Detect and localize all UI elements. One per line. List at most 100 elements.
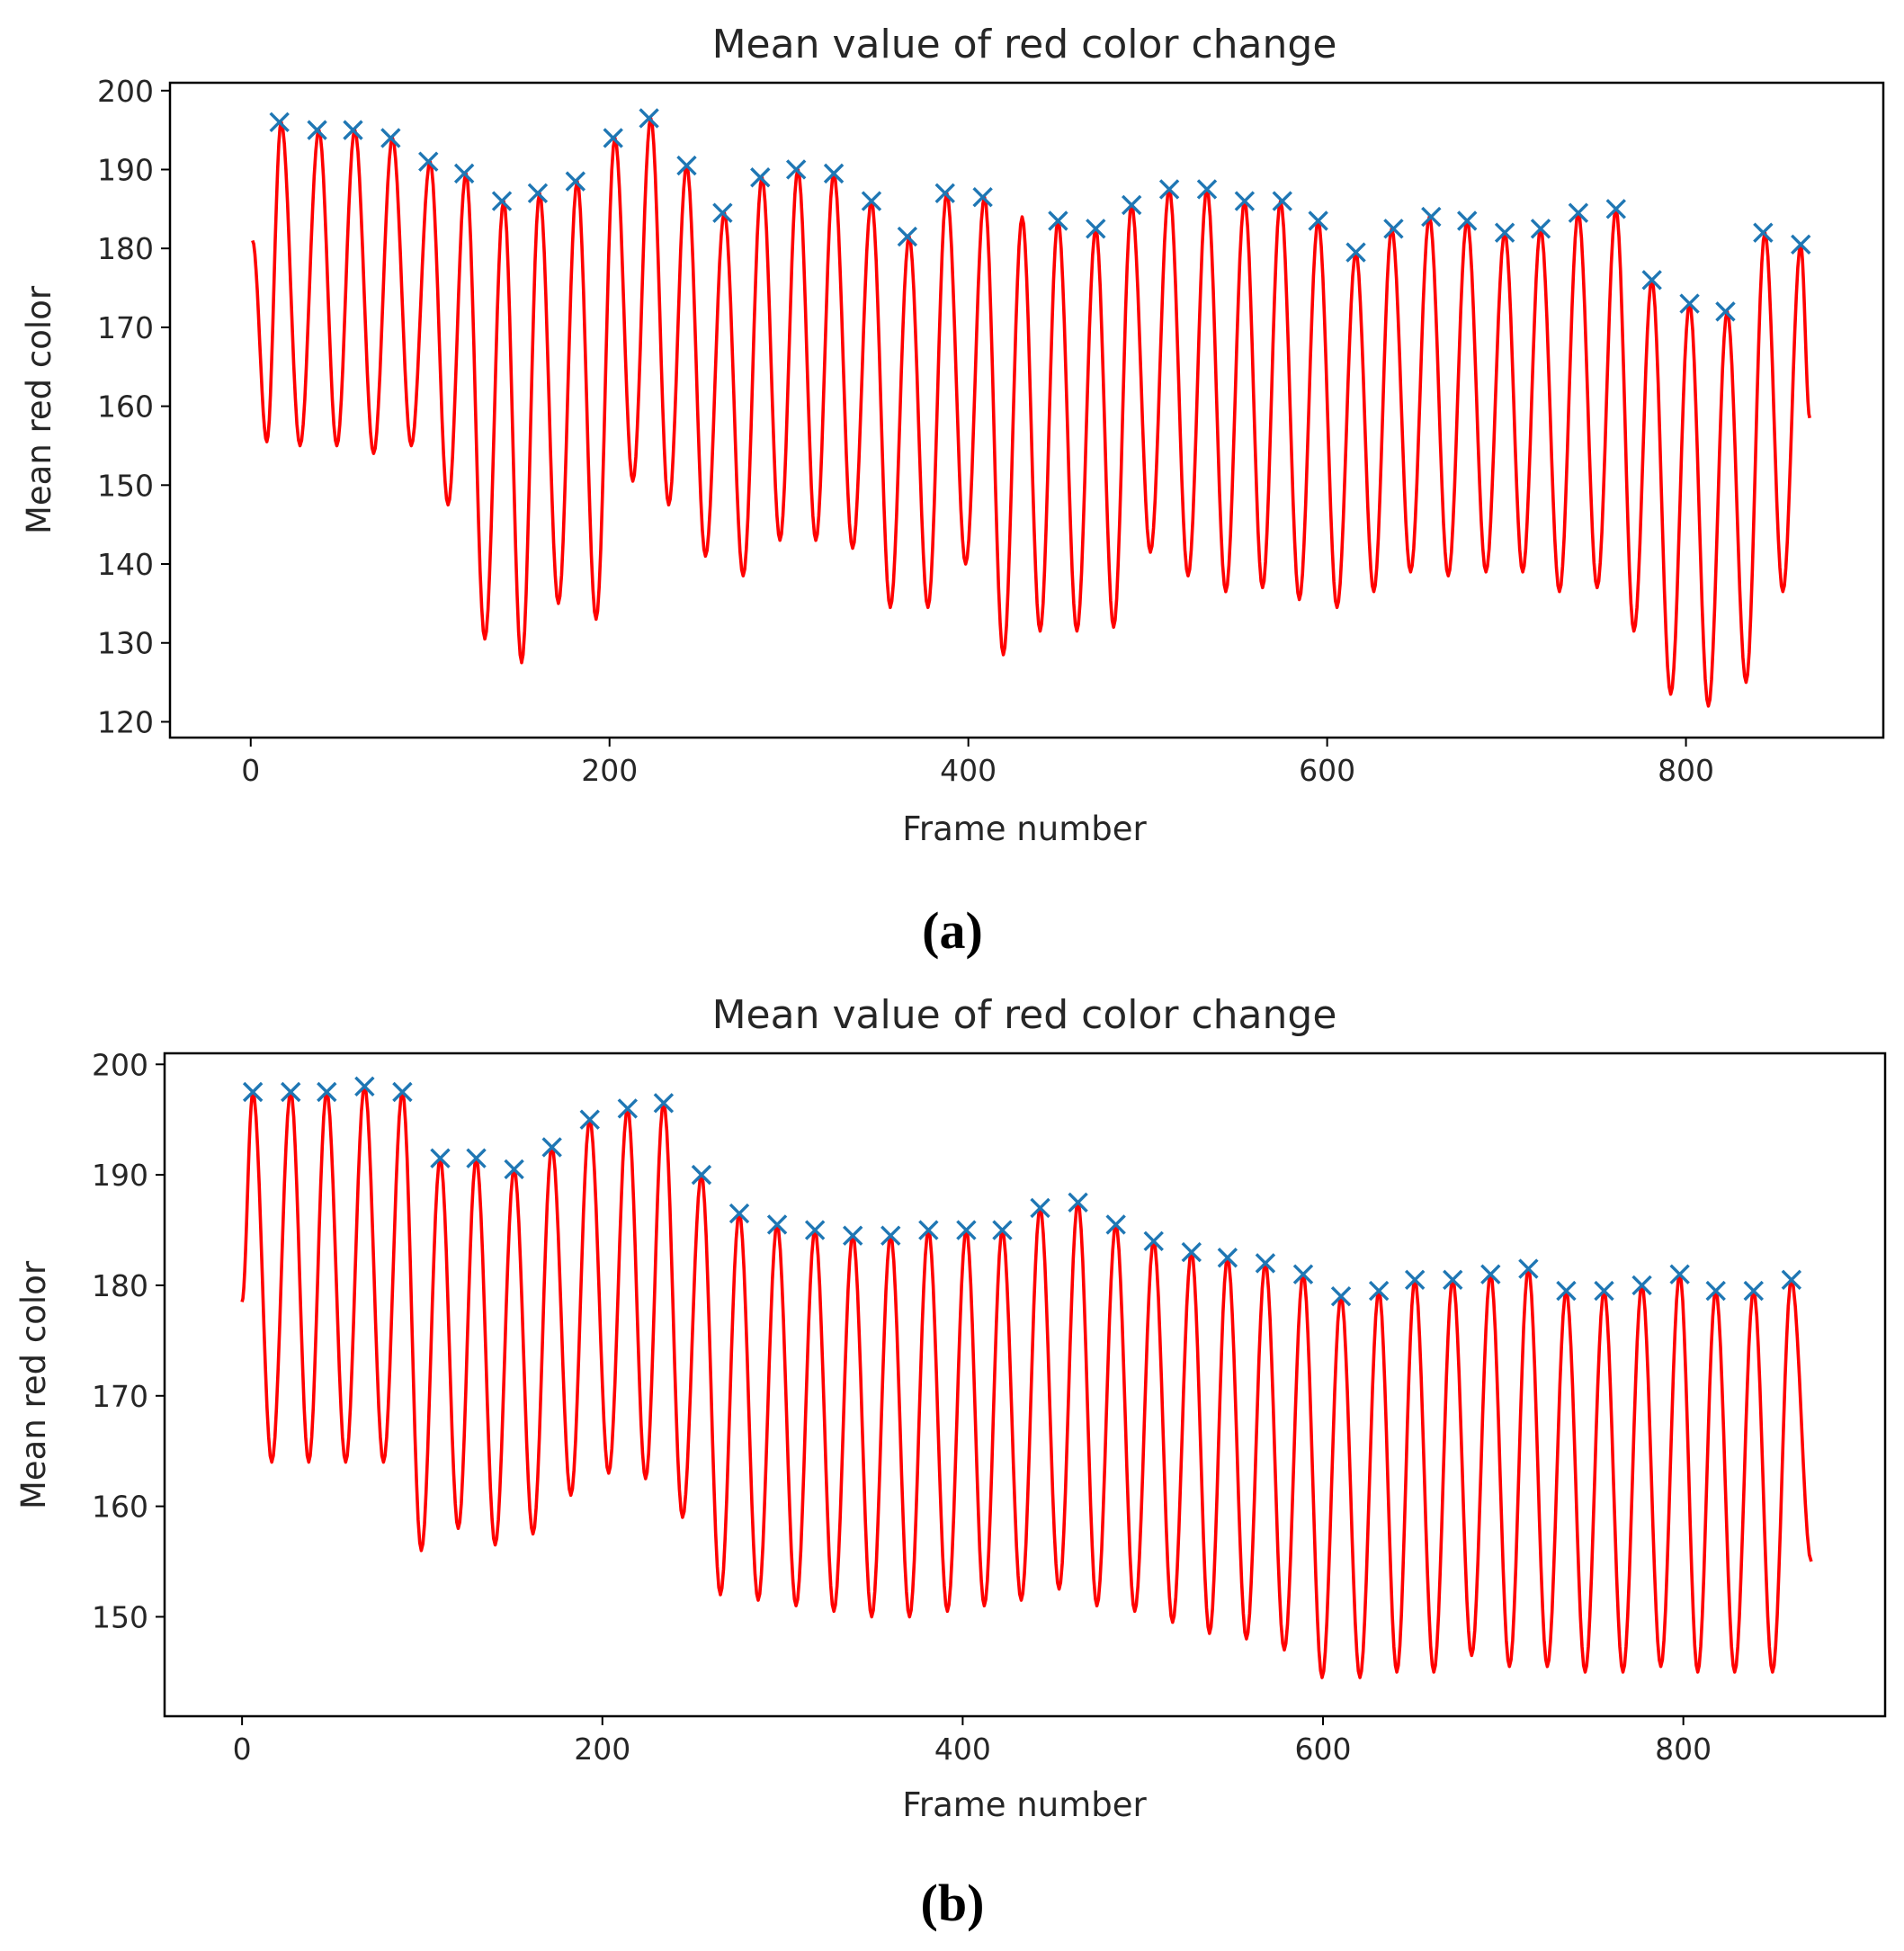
chart-a-ylabel: Mean red color	[20, 285, 58, 534]
y-tick-label: 150	[97, 468, 154, 503]
chart-b-xlabel: Frame number	[902, 1785, 1147, 1824]
peak-marker	[1181, 1241, 1202, 1263]
peak-marker	[1743, 1280, 1764, 1302]
peak-marker	[842, 1225, 863, 1246]
y-tick-label: 180	[97, 231, 154, 266]
peak-marker	[527, 183, 549, 203]
peak-marker	[617, 1098, 639, 1119]
y-tick-label: 180	[92, 1268, 148, 1303]
peak-marker	[1605, 199, 1626, 219]
peak-marker	[504, 1159, 524, 1180]
peak-marker	[1631, 1275, 1652, 1296]
y-tick-label: 200	[92, 1047, 148, 1082]
peak-marker	[766, 1214, 788, 1235]
y-tick-label: 190	[92, 1158, 148, 1193]
peak-marker	[565, 171, 586, 192]
peak-marker	[1121, 194, 1142, 216]
x-tick-label: 400	[934, 1732, 991, 1767]
signal-line	[251, 116, 1811, 708]
peak-marker	[1030, 1197, 1050, 1219]
peak-marker	[491, 191, 513, 211]
chart-a-ticks: 0 200 400 600 800 120 130 140 150 160 170 180 190 200	[97, 74, 1714, 788]
peak-marker	[579, 1109, 600, 1130]
peak-marker	[956, 1220, 977, 1240]
peak-marker	[1048, 210, 1068, 231]
x-tick-label: 0	[233, 1732, 252, 1767]
x-tick-label: 800	[1655, 1732, 1712, 1767]
peak-marker	[1781, 1269, 1802, 1291]
peak-marker	[541, 1137, 562, 1158]
peak-marker	[972, 186, 993, 208]
peak-marker	[676, 155, 697, 176]
peak-marker	[1594, 1280, 1614, 1302]
peak-marker	[307, 120, 327, 140]
peak-marker	[603, 128, 623, 148]
peak-marker	[918, 1220, 939, 1240]
x-tick-label: 400	[940, 753, 997, 788]
chart-b-ylabel: Mean red color	[14, 1260, 53, 1509]
signal-line	[240, 1085, 1813, 1679]
peak-marker	[639, 108, 659, 129]
y-tick-label: 160	[92, 1490, 148, 1525]
peak-marker	[653, 1093, 675, 1114]
peak-marker	[1234, 191, 1256, 211]
peak-marker	[1791, 234, 1811, 255]
chart-b-panel-label: (b)	[921, 1874, 985, 1932]
peak-marker	[1404, 1269, 1426, 1291]
peak-marker	[1641, 270, 1662, 291]
peak-marker	[1217, 1248, 1238, 1268]
chart-b: Mean value of red color change 0 200 400 60…	[14, 992, 1887, 1932]
peak-marker	[1480, 1264, 1501, 1284]
peak-marker	[992, 1220, 1013, 1240]
peak-marker	[392, 1081, 413, 1103]
peak-marker	[691, 1164, 712, 1186]
chart-b-title: Mean value of red color change	[712, 992, 1337, 1038]
peak-marker	[750, 167, 771, 188]
peak-marker	[1753, 222, 1774, 243]
peak-marker	[281, 1081, 301, 1103]
peak-marker	[1705, 1280, 1726, 1302]
peak-marker	[1158, 179, 1180, 200]
peak-marker	[269, 112, 290, 133]
peak-marker	[1330, 1286, 1352, 1307]
peak-marker	[1368, 1280, 1390, 1302]
chart-a-title: Mean value of red color change	[712, 22, 1337, 67]
peak-marker	[242, 1081, 264, 1103]
x-tick-label: 800	[1658, 753, 1714, 788]
chart-b-axes-frame	[163, 1052, 1887, 1718]
peak-marker	[1443, 1269, 1463, 1291]
peak-marker	[1383, 219, 1404, 239]
x-tick-label: 600	[1295, 1732, 1352, 1767]
peak-marker	[1457, 210, 1478, 231]
peak-marker	[1679, 293, 1700, 314]
y-tick-label: 190	[97, 152, 154, 187]
peak-marker	[1308, 210, 1328, 231]
peak-marker	[1494, 222, 1515, 243]
peak-marker	[823, 163, 845, 184]
x-tick-label: 600	[1299, 753, 1355, 788]
peak-marker	[1143, 1231, 1164, 1252]
x-tick-label: 200	[581, 753, 638, 788]
y-tick-label: 130	[97, 626, 154, 661]
peak-marker	[380, 128, 401, 148]
chart-b-marks	[240, 1076, 1813, 1679]
peak-marker	[1105, 1214, 1126, 1235]
chart-a-axes-frame	[168, 81, 1885, 739]
peak-marker	[1086, 219, 1106, 239]
peak-marker	[804, 1220, 826, 1240]
chart-a-marks	[251, 108, 1811, 708]
peak-marker	[880, 1225, 901, 1246]
chart-a-panel-label: (a)	[922, 901, 983, 960]
peak-marker	[897, 226, 918, 247]
y-tick-label: 200	[97, 74, 154, 109]
peak-marker	[1530, 219, 1551, 239]
peak-marker	[1669, 1264, 1690, 1284]
x-tick-label: 0	[241, 753, 260, 788]
peak-marker	[466, 1148, 487, 1168]
peak-marker	[785, 159, 807, 180]
peak-marker	[354, 1076, 375, 1097]
peak-marker	[1196, 179, 1218, 200]
y-tick-label: 170	[92, 1379, 148, 1414]
y-tick-label: 120	[97, 704, 154, 739]
